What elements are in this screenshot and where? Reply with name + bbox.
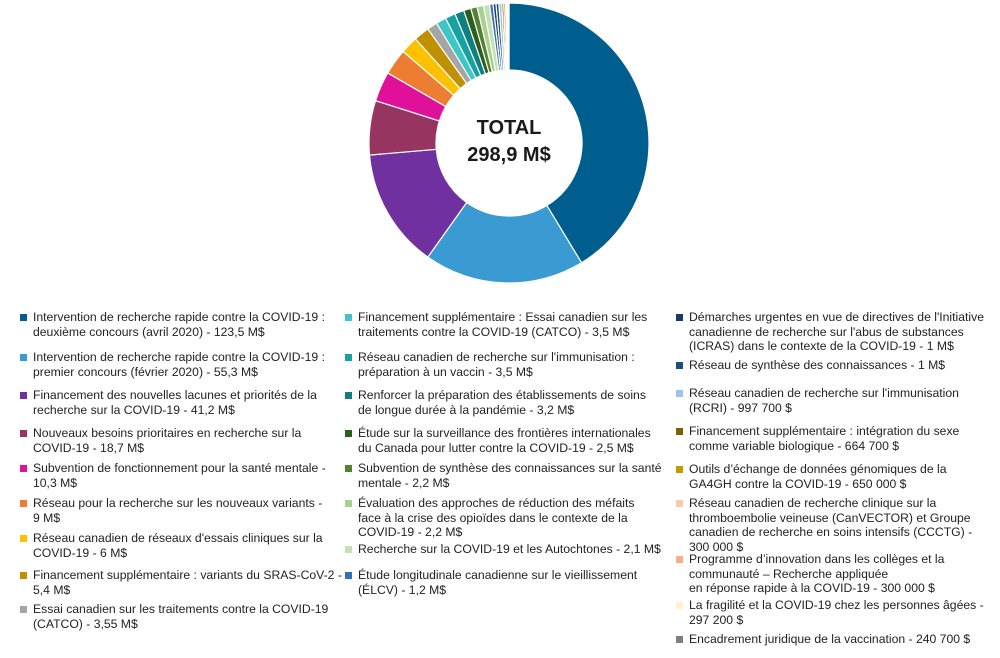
legend-label: Réseau canadien de recherche sur l'immun… <box>689 386 959 415</box>
legend-swatch <box>676 362 683 369</box>
total-value: 298,9 M$ <box>467 144 551 166</box>
legend-swatch <box>20 535 27 542</box>
legend-swatch <box>20 572 27 579</box>
legend-swatch <box>676 428 683 435</box>
legend-label: Renforcer la préparation des établisseme… <box>358 388 646 417</box>
legend-swatch <box>676 314 683 321</box>
legend-label: Réseau de synthèse des connaissances - 1… <box>689 358 946 372</box>
legend-label: Réseau canadien de réseaux d'essais clin… <box>33 531 323 560</box>
legend-swatch <box>20 430 27 437</box>
legend-label: Réseau canadien de recherche clinique su… <box>689 496 973 554</box>
legend-swatch <box>345 500 352 507</box>
legend-label: Démarches urgentes en vue de directives … <box>689 310 984 353</box>
legend-label: La fragilité et la COVID-19 chez les per… <box>689 598 984 627</box>
legend-label: Étude sur la surveillance des frontières… <box>358 426 651 455</box>
legend-swatch <box>20 354 27 361</box>
chart-area: TOTAL 298,9 M$ <box>0 0 1000 300</box>
legend-swatch <box>345 465 352 472</box>
legend-swatch <box>345 572 352 579</box>
donut-slice-2 <box>427 201 583 284</box>
legend-swatch <box>345 546 352 553</box>
legend-swatch <box>345 354 352 361</box>
legend-label: Financement supplémentaire : variants du… <box>33 568 342 597</box>
legend-label: Évaluation des approches de réduction de… <box>358 496 635 539</box>
legend-swatch <box>345 430 352 437</box>
legend-swatch <box>20 314 27 321</box>
legend-label: Intervention de recherche rapide contre … <box>33 350 325 379</box>
legend-label: Recherche sur la COVID-19 et les Autocht… <box>358 542 661 556</box>
legend-label: Outils d’échange de données génomiques d… <box>689 462 947 491</box>
legend-swatch <box>345 392 352 399</box>
donut-center-label: TOTAL 298,9 M$ <box>438 115 580 169</box>
total-title: TOTAL <box>476 117 542 139</box>
legend-label: Réseau pour la recherche sur les nouveau… <box>33 496 323 525</box>
legend-label: Encadrement juridique de la vaccination … <box>689 632 971 646</box>
legend-swatch <box>676 390 683 397</box>
legend-swatch <box>676 466 683 473</box>
legend-swatch <box>676 500 683 507</box>
legend-swatch <box>676 602 683 609</box>
legend-swatch <box>345 314 352 321</box>
donut-chart <box>368 2 650 284</box>
legend-label: Intervention de recherche rapide contre … <box>33 310 325 339</box>
legend-swatch <box>20 606 27 613</box>
legend-swatch <box>676 636 683 643</box>
legend-label: Subvention de synthèse des connaissances… <box>358 461 662 490</box>
legend-label: Nouveaux besoins prioritaires en recherc… <box>33 426 302 455</box>
legend-swatch <box>676 556 683 563</box>
legend-swatch <box>20 500 27 507</box>
legend-label: Subvention de fonctionnement pour la san… <box>33 461 326 490</box>
legend-label: Financement supplémentaire : Essai canad… <box>358 310 648 339</box>
legend-label: Financement supplémentaire : intégration… <box>689 424 960 453</box>
donut-slice-1 <box>508 2 650 264</box>
legend-swatch <box>20 392 27 399</box>
donut-slice-26 <box>507 2 510 71</box>
legend-label: Financement des nouvelles lacunes et pri… <box>33 388 317 417</box>
legend-label: Essai canadien sur les traitements contr… <box>33 602 329 631</box>
legend-label: Programme d’innovation dans les collèges… <box>689 552 945 595</box>
legend-label: Réseau canadien de recherche sur l'immun… <box>358 350 635 379</box>
legend-label: Étude longitudinale canadienne sur le vi… <box>358 568 638 597</box>
legend-swatch <box>20 465 27 472</box>
chart-legend: Intervention de recherche rapide contre … <box>0 306 1000 658</box>
